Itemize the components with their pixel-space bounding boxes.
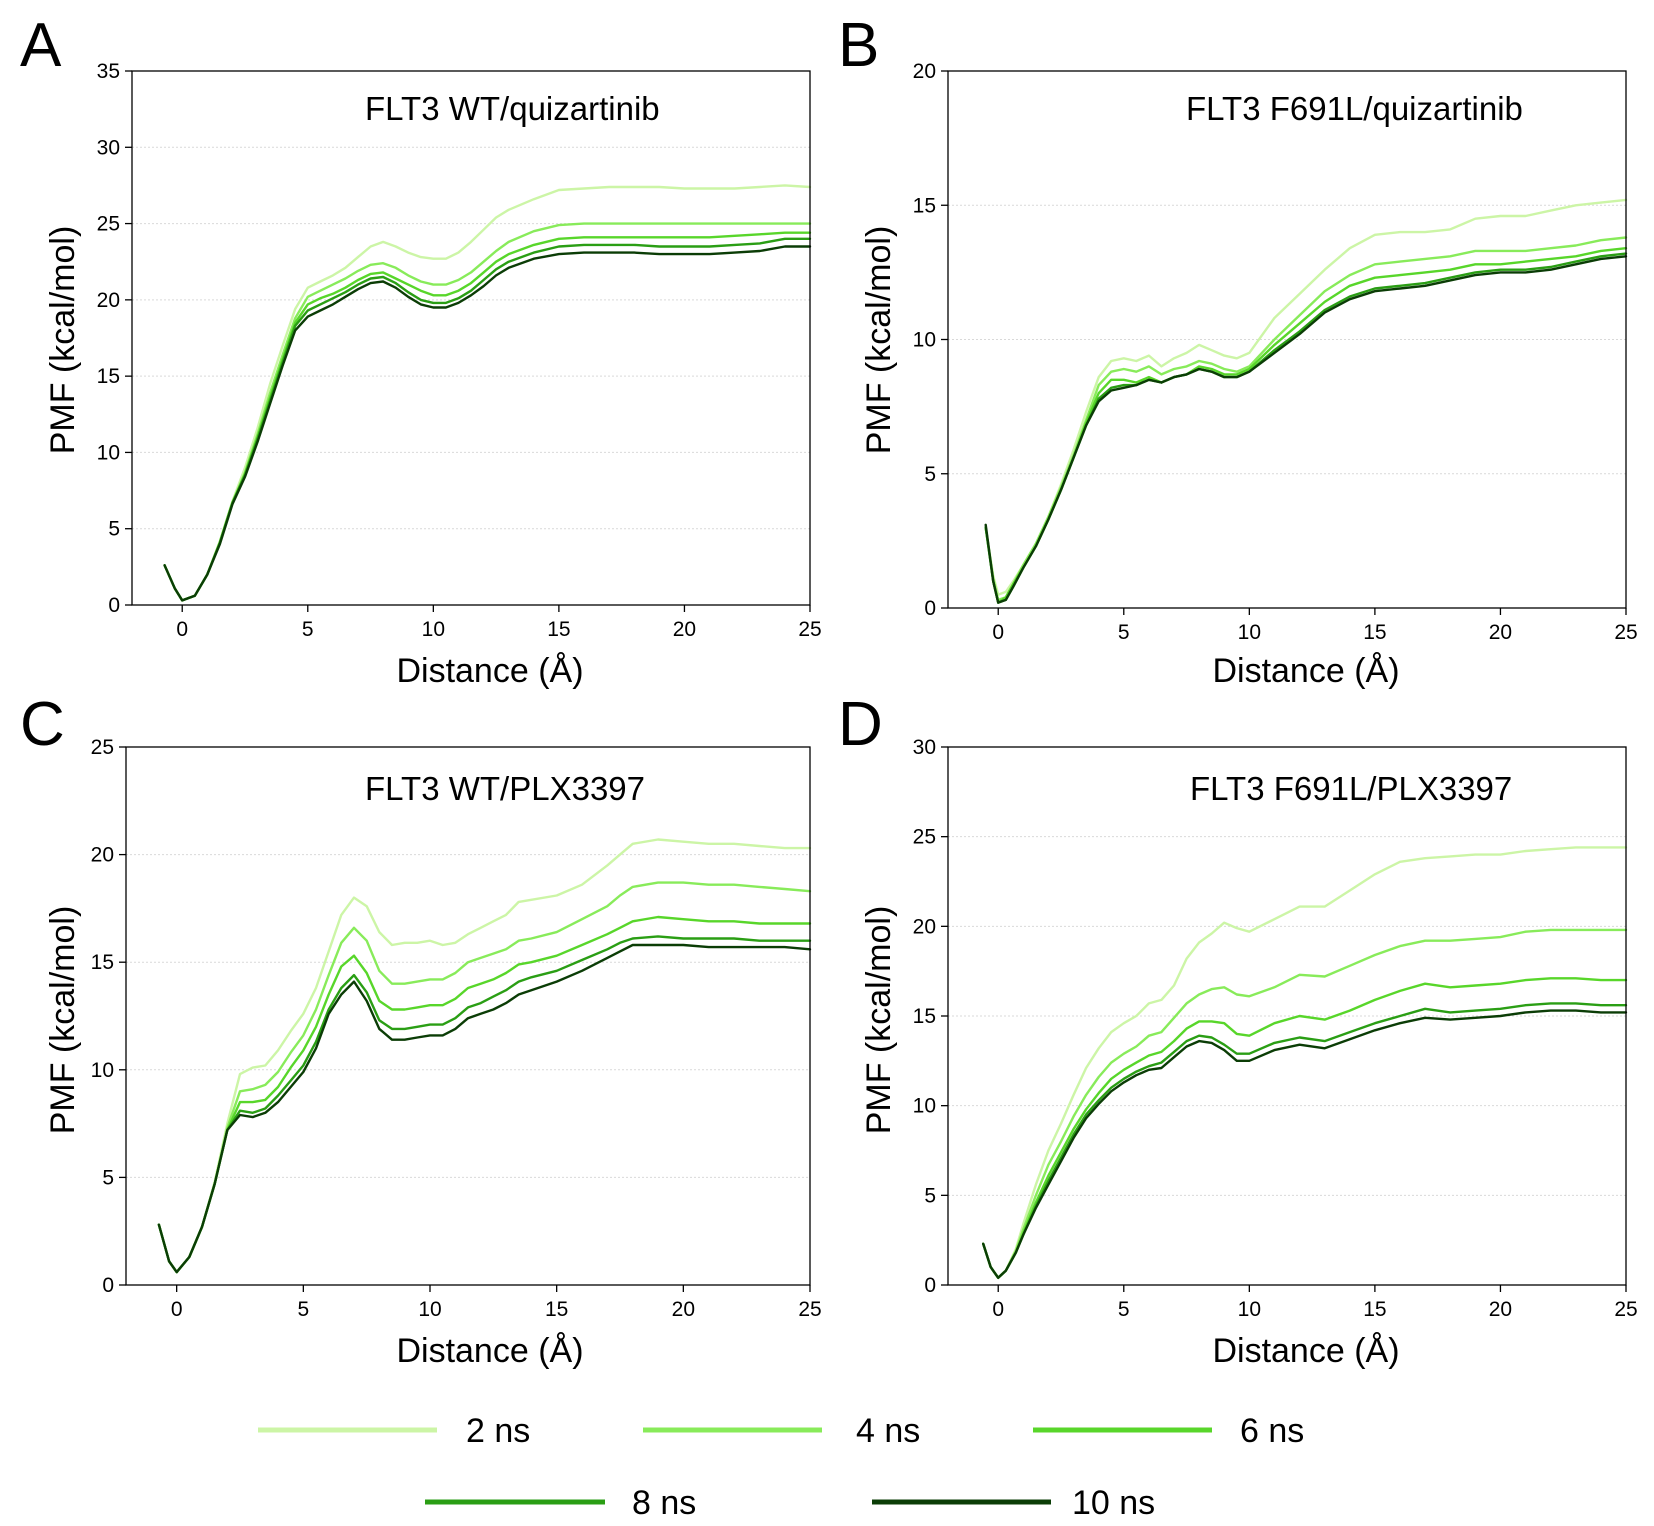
panel-b-series-2ns-line — [984, 198, 1628, 596]
panel-d-y-tick-label-0: 0 — [924, 1274, 936, 1297]
panel-d-plot-frame — [947, 746, 1627, 1286]
panel-a-series-2ns-line — [163, 184, 812, 602]
panel-d-series-6ns-line — [982, 977, 1628, 1279]
panel-c-chart: C FLT3 WT/PLX3397 Distance (Å) PMF (kcal… — [20, 690, 822, 1370]
panel-c-y-tick-label-15: 15 — [91, 951, 114, 974]
panel-a-y-tick-label-20: 20 — [97, 289, 120, 312]
panel-b-x-tick-label-15: 15 — [1363, 621, 1386, 644]
panel-b-plot-frame — [947, 70, 1627, 609]
panel-c-series-8ns-line — [157, 935, 812, 1274]
panel-d-y-tick-label-20: 20 — [913, 915, 936, 938]
panel-c-y-tick-label-10: 10 — [91, 1059, 114, 1082]
panel-b-y-tick-label-15: 15 — [913, 194, 936, 217]
panel-a-series-10ns-line — [163, 245, 812, 602]
panel-a-y-tick-label-15: 15 — [97, 365, 120, 388]
panel-b-y-tick-label-20: 20 — [913, 60, 936, 83]
panel-a-title: FLT3 WT/quizartinib — [365, 90, 660, 127]
panel-b-series-10ns-line — [984, 255, 1628, 604]
panel-d-y-axis-label: PMF (kcal/mol) — [860, 906, 898, 1135]
panel-c-x-tick-label-25: 25 — [798, 1298, 821, 1321]
legend: 2 ns 4 ns 6 ns 8 ns 10 ns — [258, 1412, 1304, 1522]
panel-c-x-axis-label: Distance (Å) — [396, 1332, 583, 1370]
panel-a-x-tick-label-0: 0 — [176, 618, 188, 641]
panel-b-y-tick-label-10: 10 — [913, 329, 936, 352]
panel-a-plot-frame — [131, 70, 811, 606]
panel-c-series-4ns-line — [157, 881, 812, 1274]
panel-d-y-tick-label-30: 30 — [913, 736, 936, 759]
panel-c-x-tick-label-20: 20 — [672, 1298, 695, 1321]
panel-c-x-tick-label-5: 5 — [297, 1298, 309, 1321]
panel-b-x-tick-label-25: 25 — [1614, 621, 1637, 644]
panel-b-x-tick-label-5: 5 — [1118, 621, 1130, 644]
panel-a-x-tick-label-25: 25 — [798, 618, 821, 641]
panel-b-title: FLT3 F691L/quizartinib — [1186, 90, 1523, 127]
panel-b-x-axis-label: Distance (Å) — [1212, 652, 1399, 690]
panel-c-x-tick-label-10: 10 — [418, 1298, 441, 1321]
panel-b-y-tick-label-5: 5 — [924, 463, 936, 486]
legend-label-6ns: 6 ns — [1240, 1412, 1304, 1450]
panel-c-letter: C — [20, 690, 65, 759]
panel-d-x-tick-label-0: 0 — [992, 1298, 1004, 1321]
panel-b-series-4ns-line — [984, 236, 1628, 602]
panel-d-series-10ns-line — [982, 1009, 1628, 1279]
legend-label-2ns: 2 ns — [466, 1412, 530, 1450]
panel-c-series-10ns-line — [157, 943, 812, 1274]
panel-a-y-tick-label-5: 5 — [108, 518, 120, 541]
panel-a-x-tick-label-20: 20 — [673, 618, 696, 641]
panel-c-plot-frame — [125, 746, 811, 1286]
panel-a-y-tick-label-25: 25 — [97, 213, 120, 236]
panel-d-y-tick-label-25: 25 — [913, 826, 936, 849]
panel-d-x-tick-label-15: 15 — [1363, 1298, 1386, 1321]
panel-c-y-tick-label-25: 25 — [91, 736, 114, 759]
panel-d-chart: D FLT3 F691L/PLX3397 Distance (Å) PMF (k… — [838, 690, 1638, 1370]
panel-a-y-tick-label-30: 30 — [97, 136, 120, 159]
panel-b-letter: B — [838, 11, 879, 80]
panel-d-letter: D — [838, 690, 883, 759]
panel-c-x-tick-label-15: 15 — [545, 1298, 568, 1321]
panel-d-x-tick-label-10: 10 — [1238, 1298, 1261, 1321]
panel-c-title: FLT3 WT/PLX3397 — [365, 770, 645, 807]
panel-d-x-tick-label-20: 20 — [1489, 1298, 1512, 1321]
panel-a-y-axis-label: PMF (kcal/mol) — [44, 226, 82, 455]
legend-label-4ns: 4 ns — [856, 1412, 920, 1450]
panel-a-y-tick-label-10: 10 — [97, 441, 120, 464]
panel-c-series-6ns-line — [157, 915, 812, 1274]
panel-a-x-tick-label-5: 5 — [302, 618, 314, 641]
panel-a-chart: A FLT3 WT/quizartinib Distance (Å) PMF (… — [20, 11, 822, 690]
panel-a-y-tick-label-35: 35 — [97, 60, 120, 83]
panel-d-series-4ns-line — [982, 928, 1628, 1279]
panel-c-y-tick-label-0: 0 — [102, 1274, 114, 1297]
panel-b-chart: B FLT3 F691L/quizartinib Distance (Å) PM… — [838, 11, 1638, 690]
panel-a-y-tick-label-0: 0 — [108, 594, 120, 617]
panel-c-y-axis-label: PMF (kcal/mol) — [44, 906, 82, 1135]
panel-d-x-tick-label-25: 25 — [1614, 1298, 1637, 1321]
panel-d-y-tick-label-5: 5 — [924, 1184, 936, 1207]
panel-d-x-tick-label-5: 5 — [1118, 1298, 1130, 1321]
panel-d-title: FLT3 F691L/PLX3397 — [1190, 770, 1512, 807]
panel-c-y-tick-label-20: 20 — [91, 844, 114, 867]
panel-b-x-tick-label-10: 10 — [1238, 621, 1261, 644]
panel-b-y-tick-label-0: 0 — [924, 597, 936, 620]
panel-d-x-axis-label: Distance (Å) — [1212, 1332, 1399, 1370]
panel-a-x-axis-label: Distance (Å) — [396, 652, 583, 690]
legend-label-8ns: 8 ns — [632, 1484, 696, 1522]
panel-c-y-tick-label-5: 5 — [102, 1166, 114, 1189]
panel-b-x-tick-label-0: 0 — [992, 621, 1004, 644]
panel-b-y-axis-label: PMF (kcal/mol) — [860, 226, 898, 455]
panel-d-y-tick-label-10: 10 — [913, 1095, 936, 1118]
legend-label-10ns: 10 ns — [1072, 1484, 1155, 1522]
panel-d-y-tick-label-15: 15 — [913, 1005, 936, 1028]
panel-d-series-2ns-line — [982, 846, 1628, 1279]
panel-c-series-2ns-line — [157, 838, 812, 1274]
panel-c-x-tick-label-0: 0 — [171, 1298, 183, 1321]
panel-a-x-tick-label-15: 15 — [547, 618, 570, 641]
panel-b-x-tick-label-20: 20 — [1489, 621, 1512, 644]
panel-a-x-tick-label-10: 10 — [422, 618, 445, 641]
panel-a-letter: A — [20, 11, 62, 80]
